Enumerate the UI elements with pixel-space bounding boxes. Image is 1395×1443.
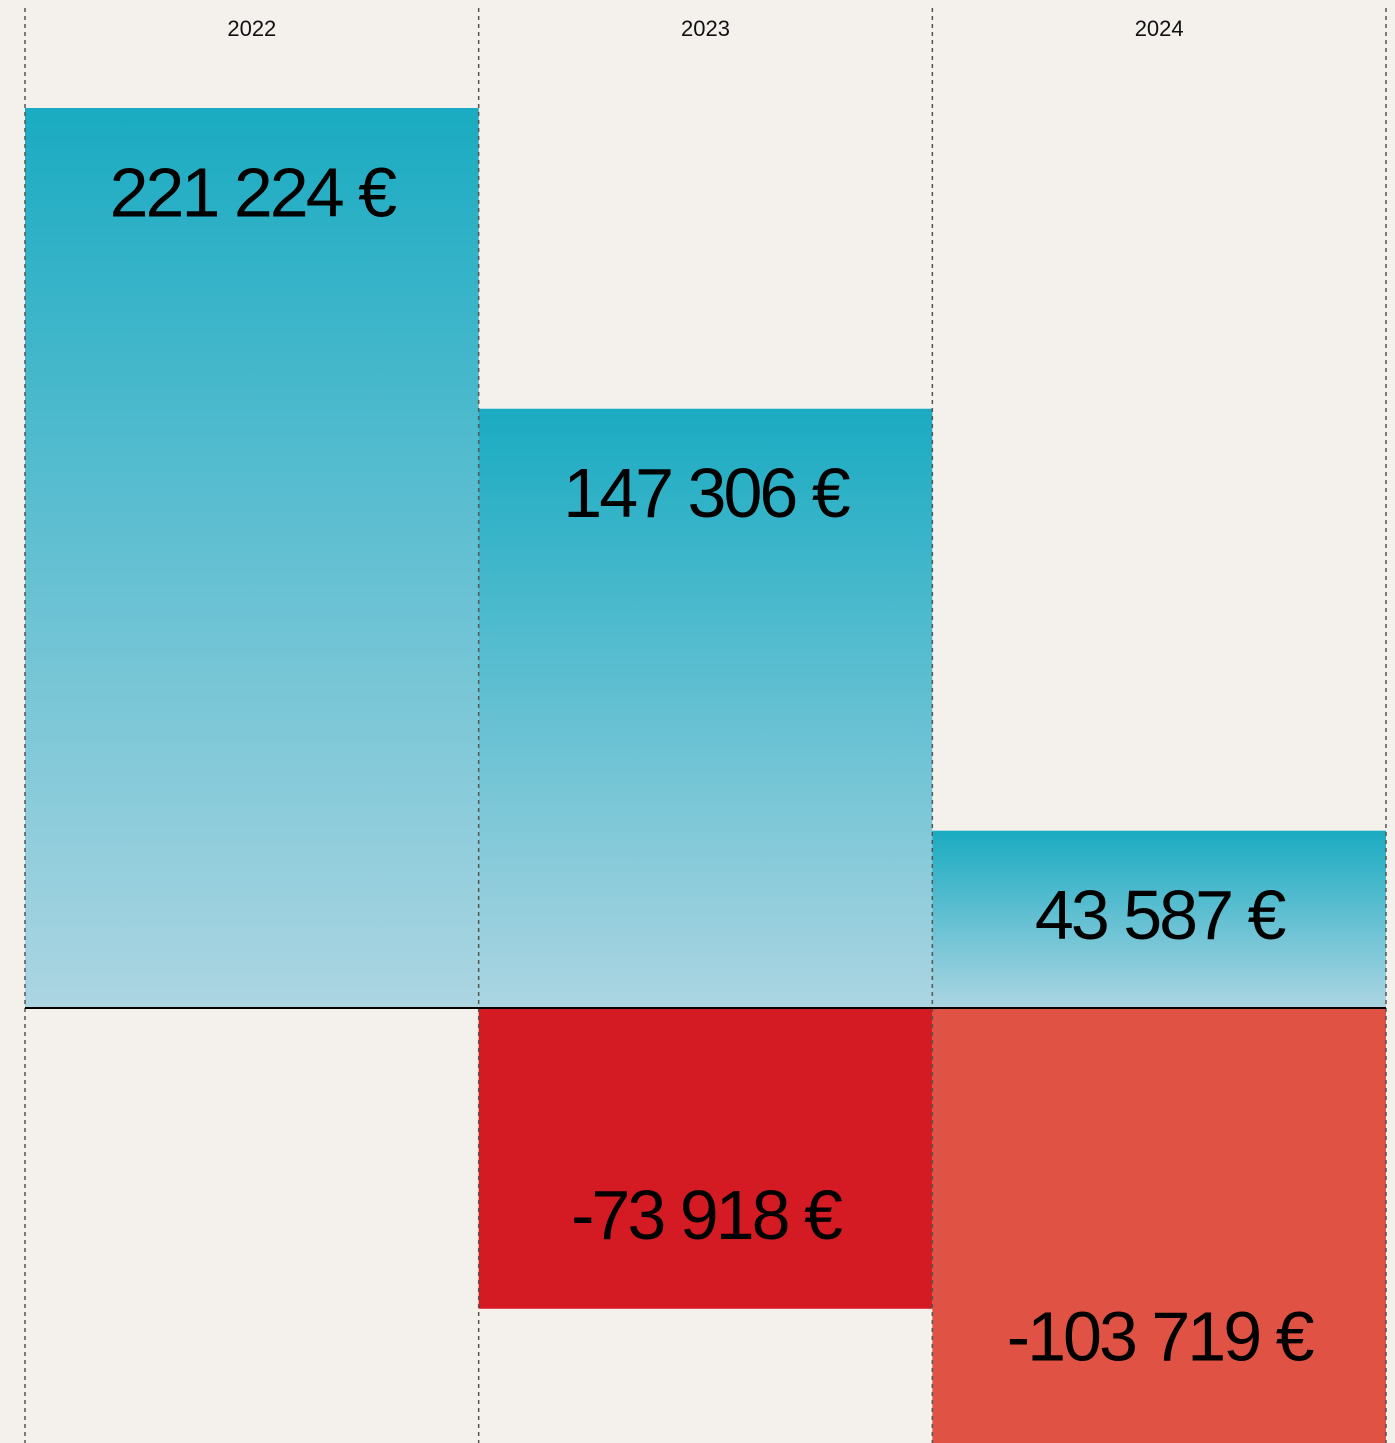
bars — [25, 108, 1386, 1443]
value-label: 147 306 € — [563, 454, 849, 532]
bar — [25, 108, 479, 1009]
value-label: 221 224 € — [110, 153, 396, 231]
value-label: -73 918 € — [571, 1176, 842, 1254]
bar — [478, 408, 933, 1009]
x-tick-label: 2022 — [227, 16, 276, 41]
bar — [932, 1008, 1386, 1443]
bar — [478, 1008, 933, 1309]
overlay: 221 224 € 147 306 € 43 587 € -73 918 € -103 … — [24, 8, 1387, 1443]
x-tick-label: 2024 — [1135, 16, 1184, 41]
x-tick-label: 2023 — [681, 16, 730, 41]
value-label: -103 719 € — [1007, 1297, 1314, 1375]
value-label: 43 587 € — [1035, 876, 1286, 954]
bar — [932, 830, 1386, 1009]
